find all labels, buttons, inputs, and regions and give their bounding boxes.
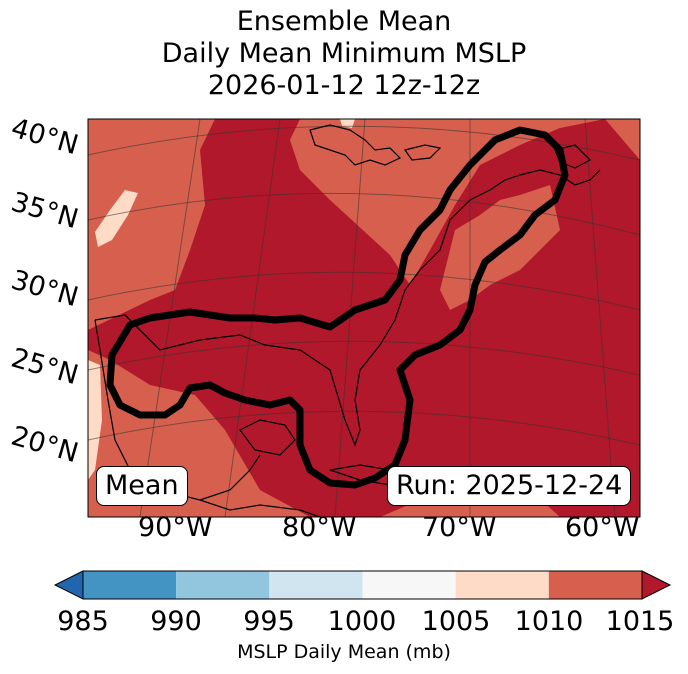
colorbar-tick-1000: 1000 — [327, 606, 397, 637]
graticule-lat-25 — [88, 340, 640, 376]
colorbar-tick-1010: 1010 — [514, 606, 584, 637]
title-line-3: 2026-01-12 12z-12z — [207, 70, 481, 101]
colorbar-segment-1005 — [455, 571, 549, 599]
graticule — [88, 119, 640, 517]
colorbar-tick-985: 985 — [57, 606, 109, 637]
field-1000-1005-patch-1 — [95, 190, 138, 247]
colorbar-tick-995: 995 — [243, 606, 295, 637]
lon-label-90w: 90°W — [138, 512, 213, 543]
coastline-great-lakes — [309, 124, 402, 166]
colorbar-extend-low — [53, 570, 84, 600]
graticule-lat-30 — [88, 271, 640, 311]
colorbar-segment-995 — [269, 571, 363, 599]
colorbar-extend-high — [641, 570, 672, 600]
coastline-great-lakes-2 — [404, 144, 442, 161]
graticule-lat-40 — [88, 125, 640, 161]
lon-label-70w: 70°W — [422, 512, 497, 543]
lon-label-60w: 60°W — [565, 512, 640, 543]
colorbar-frame — [82, 570, 643, 600]
field-1000-1005-patch-2 — [88, 360, 102, 480]
coastline-gulf — [94, 169, 601, 447]
coastline-yucatan — [239, 419, 296, 456]
run-date-box: Run: 2025-12-24 — [387, 466, 632, 506]
colorbar-segment-1010 — [548, 571, 642, 599]
coastline-central-america — [199, 499, 321, 517]
colorbar-tick-990: 990 — [150, 606, 202, 637]
lon-label-80w: 80°W — [282, 512, 357, 543]
graticule-lon-80 — [334, 119, 366, 517]
title-line-2: Daily Mean Minimum MSLP — [161, 38, 527, 69]
map-frame — [87, 118, 641, 518]
colorbar-segment-990 — [176, 571, 270, 599]
colorbar-segment-985 — [83, 571, 177, 599]
graticule-lat-20 — [88, 410, 640, 446]
colorbar-tick-1015: 1015 — [605, 606, 675, 637]
graticule-lon-60 — [584, 119, 616, 517]
graticule-lat-35 — [88, 192, 640, 236]
colorbar-segment-1000 — [362, 571, 456, 599]
contour-outline — [106, 126, 569, 489]
mean-label-box: Mean — [96, 466, 188, 506]
colorbar-tick-1005: 1005 — [421, 606, 491, 637]
title-line-1: Ensemble Mean — [236, 6, 452, 37]
colorbar-label: MSLP Daily Mean (mb) — [237, 641, 451, 663]
map-panel — [87, 118, 641, 518]
